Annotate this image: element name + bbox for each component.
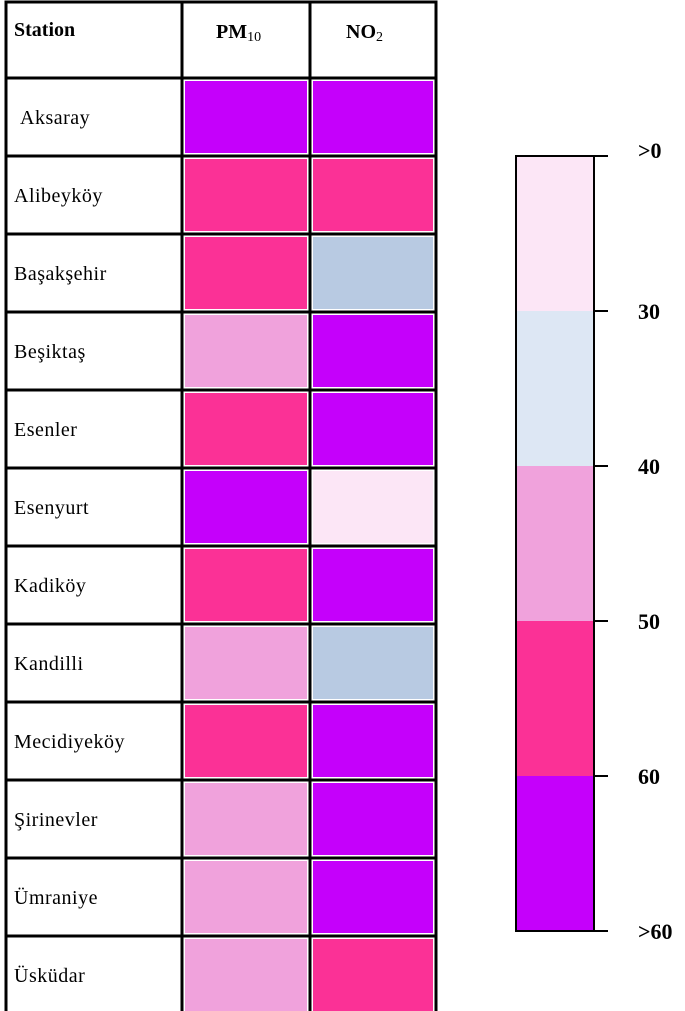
legend-border bbox=[515, 155, 595, 932]
row-label-3: Beşiktaş bbox=[14, 341, 86, 363]
legend-bin-0 bbox=[516, 156, 594, 311]
header-pm10-main: PM bbox=[216, 21, 247, 43]
cell-pm10-1 bbox=[185, 159, 307, 231]
header-no2-main: NO bbox=[346, 21, 376, 43]
row-label-5: Esenyurt bbox=[14, 497, 89, 519]
legend-tick-label-4: 60 bbox=[638, 764, 660, 789]
cell-no2-0 bbox=[313, 81, 433, 153]
cell-no2-8 bbox=[313, 705, 433, 777]
cell-no2-11 bbox=[313, 939, 433, 1011]
header-no2-sub: 2 bbox=[376, 30, 383, 45]
cell-pm10-8 bbox=[185, 705, 307, 777]
row-label-0: Aksaray bbox=[20, 107, 90, 129]
legend-tick-label-5: >60 bbox=[638, 919, 673, 944]
cell-pm10-10 bbox=[185, 861, 307, 933]
row-label-9: Şirinevler bbox=[14, 809, 98, 831]
cell-pm10-5 bbox=[185, 471, 307, 543]
row-label-8: Mecidiyeköy bbox=[14, 731, 125, 753]
header-no2: NO2 bbox=[346, 21, 383, 45]
cell-pm10-4 bbox=[185, 393, 307, 465]
cell-no2-7 bbox=[313, 627, 433, 699]
header-station: Station bbox=[14, 19, 75, 41]
row-label-1: Alibeyköy bbox=[14, 185, 103, 207]
cell-no2-6 bbox=[313, 549, 433, 621]
header-pm10-sub: 10 bbox=[247, 30, 261, 45]
legend-bin-4 bbox=[516, 776, 594, 931]
row-label-2: Başakşehir bbox=[14, 263, 107, 285]
legend-tick-label-0: >0 bbox=[638, 138, 662, 163]
cell-no2-1 bbox=[313, 159, 433, 231]
cell-no2-9 bbox=[313, 783, 433, 855]
cell-no2-5 bbox=[313, 471, 433, 543]
cell-pm10-0 bbox=[185, 81, 307, 153]
legend-tick-label-3: 50 bbox=[638, 609, 660, 634]
legend-tick-label-2: 40 bbox=[638, 454, 660, 479]
cell-no2-2 bbox=[313, 237, 433, 309]
row-label-4: Esenler bbox=[14, 419, 77, 441]
legend-bin-1 bbox=[516, 311, 594, 466]
header-pm10: PM10 bbox=[216, 21, 261, 45]
legend-bin-2 bbox=[516, 466, 594, 621]
cell-pm10-11 bbox=[185, 939, 307, 1011]
row-label-7: Kandilli bbox=[14, 653, 84, 675]
row-label-11: Üsküdar bbox=[14, 964, 85, 987]
cell-pm10-3 bbox=[185, 315, 307, 387]
cell-no2-4 bbox=[313, 393, 433, 465]
cell-pm10-9 bbox=[185, 783, 307, 855]
legend-bin-3 bbox=[516, 621, 594, 776]
cell-pm10-2 bbox=[185, 237, 307, 309]
cell-pm10-7 bbox=[185, 627, 307, 699]
row-label-10: Ümraniye bbox=[14, 886, 98, 909]
legend-tick-label-1: 30 bbox=[638, 299, 660, 324]
cell-no2-3 bbox=[313, 315, 433, 387]
table-border bbox=[4, 0, 438, 1011]
cell-no2-10 bbox=[313, 861, 433, 933]
row-label-6: Kadiköy bbox=[14, 575, 86, 597]
cell-pm10-6 bbox=[185, 549, 307, 621]
